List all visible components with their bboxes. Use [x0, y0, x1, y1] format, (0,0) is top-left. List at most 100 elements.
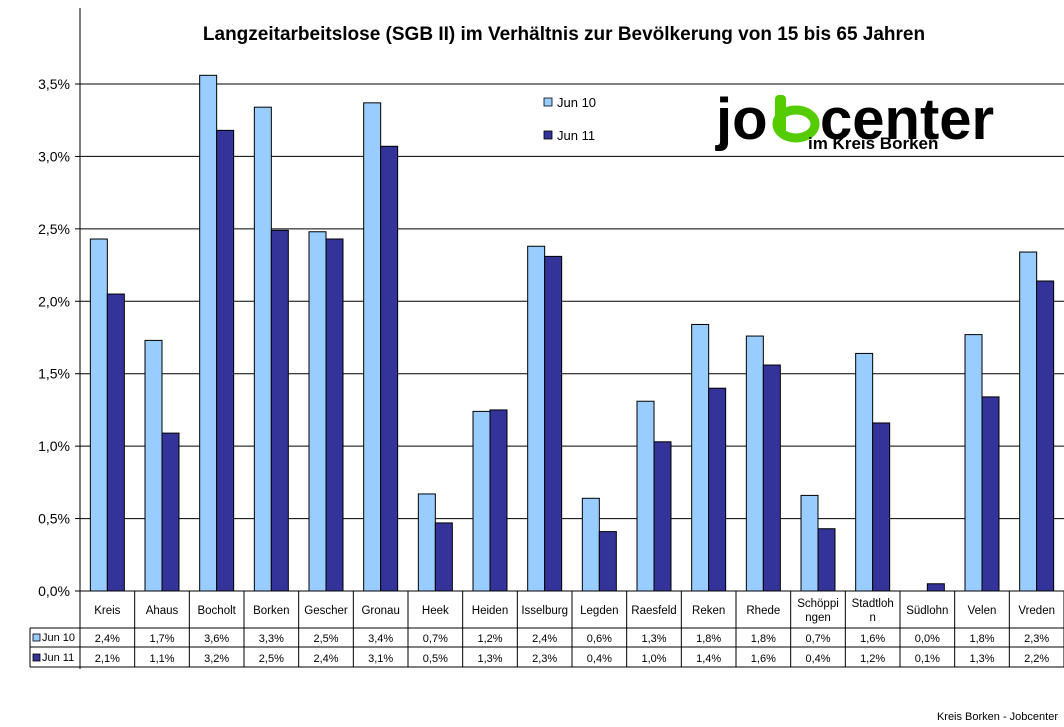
data-label: 0,6%	[587, 633, 612, 645]
data-label: 3,3%	[259, 633, 284, 645]
y-tick-label: 2,5%	[38, 221, 70, 237]
data-label: 1,3%	[969, 653, 994, 665]
data-label: 3,4%	[368, 633, 393, 645]
bar	[472, 410, 491, 592]
bar	[417, 493, 436, 592]
table-legend-swatch	[32, 653, 41, 662]
category-label: Raesfeld	[631, 605, 676, 617]
data-label: 3,2%	[204, 653, 229, 665]
data-label: 0,7%	[805, 633, 830, 645]
bar	[581, 497, 600, 592]
bar	[872, 422, 891, 592]
legend-swatch	[543, 97, 553, 107]
bar	[89, 238, 108, 592]
bar	[691, 323, 710, 592]
category-label: Reken	[692, 605, 725, 617]
bar	[363, 102, 382, 592]
data-label: 1,2%	[860, 653, 885, 665]
data-label: 1,0%	[641, 653, 666, 665]
bar	[253, 106, 272, 592]
data-label: 0,0%	[915, 633, 940, 645]
data-label: 0,1%	[915, 653, 940, 665]
green-b-icon	[772, 95, 820, 143]
y-tick-labels: 0,0% 0,5% 1,0% 1,5% 2,0% 2,5% 3,0% 3,5%	[38, 76, 70, 599]
data-label: 2,4%	[313, 653, 338, 665]
data-label: 3,1%	[368, 653, 393, 665]
category-label: Velen	[968, 605, 997, 617]
table-legend-swatch	[32, 633, 41, 642]
bar	[964, 334, 983, 592]
category-label: Bocholt	[197, 605, 236, 617]
data-label: 2,4%	[532, 633, 557, 645]
data-label: 1,1%	[149, 653, 174, 665]
data-label: 1,4%	[696, 653, 721, 665]
data-label: 3,6%	[204, 633, 229, 645]
data-label: 2,1%	[95, 653, 120, 665]
data-label: 1,8%	[696, 633, 721, 645]
jobcenter-logo: jo center im Kreis Borken	[715, 87, 994, 153]
category-label: Vreden	[1018, 605, 1055, 617]
y-tick-label: 2,0%	[38, 293, 70, 309]
category-label: Legden	[580, 605, 618, 617]
data-label: 2,3%	[532, 653, 557, 665]
data-label: 2,2%	[1024, 653, 1049, 665]
data-label: 0,4%	[587, 653, 612, 665]
category-label: Heek	[422, 605, 449, 617]
bar	[199, 74, 218, 592]
data-label: 1,8%	[751, 633, 776, 645]
bar	[489, 409, 508, 592]
data-label: 0,5%	[423, 653, 448, 665]
y-tick-label: 1,0%	[38, 438, 70, 454]
legend-label: Jun 11	[557, 128, 595, 143]
data-label: 2,5%	[259, 653, 284, 665]
y-tick-label: 3,5%	[38, 76, 70, 92]
category-label: Kreis	[94, 605, 120, 617]
category-label: Ahaus	[146, 605, 179, 617]
bar	[1036, 280, 1055, 592]
category-label: Südlohn	[906, 605, 948, 617]
y-tick-label: 0,0%	[38, 583, 70, 599]
bar	[653, 441, 672, 592]
bar	[527, 245, 546, 592]
data-label: 1,3%	[641, 633, 666, 645]
chart-title: Langzeitarbeitslose (SGB II) im Verhältn…	[203, 24, 925, 45]
data-label: 2,5%	[313, 633, 338, 645]
bar	[380, 145, 399, 592]
bar	[800, 494, 819, 592]
data-label: 1,2%	[477, 633, 502, 645]
bar	[308, 231, 327, 592]
bar	[161, 432, 180, 592]
gridlines	[75, 83, 1064, 592]
category-label: Isselburg	[521, 605, 568, 617]
category-label: Gescher	[304, 605, 348, 617]
data-label: 2,3%	[1024, 633, 1049, 645]
bar	[745, 335, 764, 592]
legend-swatch	[543, 130, 553, 140]
data-table: Kreis Ahaus Bocholt Borken Gescher Gronau Heek…	[29, 590, 1064, 668]
bar	[270, 229, 289, 592]
y-tick-label: 1,5%	[38, 366, 70, 382]
bar	[762, 364, 781, 592]
category-label: Heiden	[472, 605, 508, 617]
bar	[144, 339, 163, 592]
data-label: 2,4%	[95, 633, 120, 645]
bar	[434, 522, 453, 592]
category-label: Borken	[253, 605, 289, 617]
bar	[1019, 251, 1038, 592]
category-label: Stadtloh n	[852, 598, 894, 624]
data-label: 1,3%	[477, 653, 502, 665]
logo-text-center: center	[820, 87, 994, 152]
data-label: 1,6%	[751, 653, 776, 665]
data-label: 0,7%	[423, 633, 448, 645]
category-label: Gronau	[361, 605, 399, 617]
data-label: 1,6%	[860, 633, 885, 645]
category-label: Schöppi ngen	[797, 598, 839, 624]
legend: Jun 10 Jun 11	[543, 95, 596, 143]
footer-credit: Kreis Borken - Jobcenter	[937, 711, 1058, 723]
data-label: 1,8%	[969, 633, 994, 645]
bars	[89, 74, 1055, 592]
table-series-label: Jun 10	[42, 632, 75, 644]
category-label: Rhede	[746, 605, 780, 617]
bar	[926, 583, 945, 592]
